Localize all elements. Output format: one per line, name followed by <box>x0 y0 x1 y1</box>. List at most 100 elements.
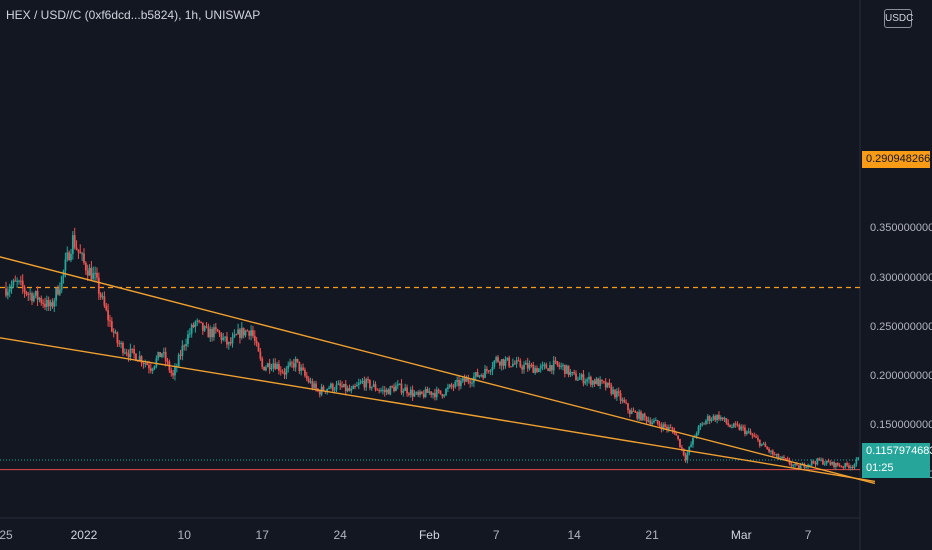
candle-body <box>849 466 852 468</box>
candle-body <box>740 426 743 430</box>
candle-body <box>632 410 635 412</box>
candle-body <box>343 383 345 387</box>
candle-body <box>461 378 464 381</box>
candle-body <box>385 389 388 393</box>
candle-body <box>612 389 615 394</box>
candle-body <box>745 431 748 435</box>
candle-body <box>281 371 284 373</box>
candle-body <box>842 466 845 468</box>
candle-body <box>216 329 219 332</box>
candle-body <box>822 459 824 465</box>
candle-body <box>287 365 290 369</box>
candle-body <box>142 362 145 364</box>
candle-body <box>675 433 678 436</box>
candle-body <box>458 379 460 387</box>
symbol-title[interactable]: HEX / USD//C (0xf6dcd...b5824), 1h, UNIS… <box>6 8 261 22</box>
currency-button[interactable]: USDC <box>884 9 913 28</box>
candle-body <box>502 359 505 366</box>
candle-body <box>491 366 494 371</box>
candle-body <box>235 334 238 336</box>
candle-body <box>534 368 537 373</box>
candle-body <box>680 447 683 449</box>
candle-body <box>441 394 444 397</box>
candle-body <box>44 303 46 307</box>
candle-body <box>133 349 136 354</box>
candle-body <box>183 345 186 347</box>
candle-body <box>621 399 624 401</box>
candle-body <box>42 302 45 304</box>
candle-body <box>641 413 644 421</box>
candle-body <box>599 379 602 386</box>
candle-body <box>153 365 156 369</box>
candle-body <box>489 370 492 372</box>
candle-body <box>627 403 629 411</box>
candle-body <box>768 448 770 452</box>
candle-body <box>73 235 76 248</box>
candle-body <box>541 364 544 367</box>
candle-body <box>159 352 162 357</box>
candle-body <box>393 387 395 392</box>
candle-body <box>131 348 134 350</box>
candle-body <box>848 465 850 468</box>
candle-body <box>161 353 163 357</box>
candle-body <box>523 364 525 370</box>
candle-body <box>291 362 293 364</box>
candle-body <box>706 416 709 421</box>
candle-body <box>725 418 728 424</box>
candle-body <box>790 463 793 466</box>
trendline-1 <box>0 256 876 485</box>
candle-body <box>445 388 447 395</box>
candle-body <box>71 235 74 254</box>
candle-body <box>107 310 110 321</box>
candle-body <box>313 383 316 388</box>
candle-body <box>226 336 228 345</box>
candle-body <box>359 381 362 384</box>
candle-body <box>149 368 152 371</box>
candle-body <box>60 276 63 290</box>
candle-body <box>537 368 540 373</box>
candle-body <box>272 363 275 368</box>
candle-body <box>480 375 483 377</box>
candle-body <box>690 444 693 447</box>
candle-body <box>322 386 325 391</box>
candle-body <box>391 386 394 388</box>
candle-body <box>222 337 225 340</box>
candle-body <box>760 443 763 446</box>
candle-body <box>276 364 278 370</box>
candle-body <box>723 418 726 420</box>
candle-body <box>148 365 150 369</box>
candle-body <box>484 369 486 378</box>
candle-body <box>597 378 600 386</box>
candle-body <box>456 379 459 382</box>
candle-body <box>289 362 291 366</box>
time-tick-label: 25 <box>0 528 13 542</box>
candle-body <box>424 389 427 398</box>
candle-body <box>604 381 607 388</box>
candle-body <box>58 289 61 295</box>
candle-body <box>734 423 737 425</box>
candle-body <box>99 293 102 298</box>
candle-body <box>497 357 499 362</box>
candle-body <box>829 462 832 465</box>
candle-body <box>463 378 466 382</box>
candle-body <box>714 416 717 421</box>
candle-body <box>495 357 498 361</box>
candle-body <box>419 391 421 396</box>
candle-body <box>296 358 299 362</box>
candle-body <box>409 389 412 395</box>
candle-body <box>395 385 397 392</box>
candle-body <box>545 364 548 369</box>
candle-body <box>318 391 321 395</box>
candle-body <box>857 457 860 460</box>
candle-body <box>70 253 72 261</box>
candle-body <box>552 360 555 371</box>
candle-body <box>634 411 637 413</box>
candle-body <box>14 280 17 282</box>
last-price-value: 0.1157974683 <box>866 445 932 457</box>
candle-body <box>448 384 451 388</box>
candle-body <box>68 252 71 261</box>
candle-body <box>140 356 143 363</box>
candle-body <box>677 435 680 440</box>
candle-body <box>356 385 358 387</box>
